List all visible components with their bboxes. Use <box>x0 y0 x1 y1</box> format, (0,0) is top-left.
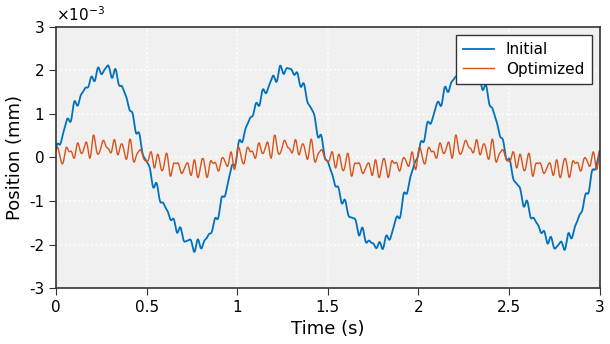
Line: Optimized: Optimized <box>56 135 600 178</box>
Initial <box>592 167 599 171</box>
Optimized <box>257 148 265 152</box>
Text: $\times 10^{-3}$: $\times 10^{-3}$ <box>56 6 106 24</box>
Y-axis label: Position (mm): Position (mm) <box>5 95 24 220</box>
Legend: Initial, Optimized: Initial, Optimized <box>456 34 592 84</box>
Optimized <box>556 175 564 180</box>
Line: Initial: Initial <box>56 64 600 252</box>
Optimized <box>592 162 599 166</box>
Initial <box>296 82 303 86</box>
Optimized <box>179 171 186 175</box>
Initial <box>184 238 192 243</box>
Optimized <box>52 149 60 153</box>
X-axis label: Time (s): Time (s) <box>291 321 365 338</box>
Initial <box>596 149 603 153</box>
Initial <box>191 250 198 254</box>
Initial <box>179 233 186 237</box>
Optimized <box>182 164 189 168</box>
Initial <box>182 239 189 244</box>
Optimized <box>452 133 459 137</box>
Initial <box>465 62 472 66</box>
Initial <box>52 146 60 150</box>
Optimized <box>296 152 303 156</box>
Optimized <box>596 149 603 153</box>
Optimized <box>184 162 192 166</box>
Initial <box>257 95 265 99</box>
